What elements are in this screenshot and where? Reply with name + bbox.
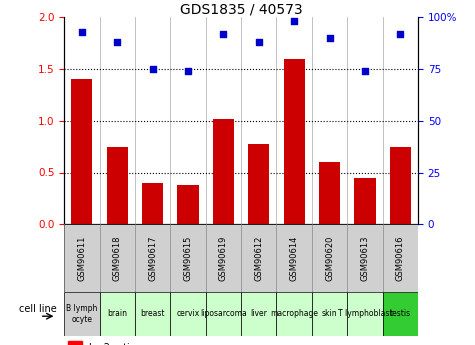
Text: GSM90619: GSM90619 bbox=[219, 235, 228, 280]
Bar bbox=[276, 292, 312, 336]
Point bbox=[78, 29, 86, 34]
Point bbox=[290, 19, 298, 24]
Text: liver: liver bbox=[250, 309, 267, 318]
Bar bbox=[142, 183, 163, 224]
Text: T lymphoblast: T lymphoblast bbox=[338, 309, 392, 318]
Text: brain: brain bbox=[107, 309, 127, 318]
Text: skin: skin bbox=[322, 309, 337, 318]
Text: B lymph
ocyte: B lymph ocyte bbox=[66, 304, 97, 324]
Text: cell line: cell line bbox=[19, 304, 57, 314]
Bar bbox=[106, 147, 128, 224]
Bar bbox=[354, 178, 376, 224]
Point bbox=[255, 39, 263, 45]
Bar bbox=[67, 341, 82, 345]
Point bbox=[149, 66, 156, 72]
Text: GSM90618: GSM90618 bbox=[113, 235, 122, 280]
Text: log2 ratio: log2 ratio bbox=[89, 343, 135, 345]
Text: GSM90612: GSM90612 bbox=[254, 235, 263, 280]
Bar bbox=[248, 144, 269, 224]
Bar bbox=[319, 162, 340, 224]
Bar bbox=[241, 292, 276, 336]
Text: GSM90616: GSM90616 bbox=[396, 235, 405, 280]
Point bbox=[184, 68, 192, 74]
Bar bbox=[64, 292, 100, 336]
Text: GSM90611: GSM90611 bbox=[77, 235, 86, 280]
Text: macrophage: macrophage bbox=[270, 309, 318, 318]
Text: breast: breast bbox=[140, 309, 165, 318]
Point bbox=[361, 68, 369, 74]
Point bbox=[397, 31, 404, 37]
Text: liposarcoma: liposarcoma bbox=[200, 309, 247, 318]
Bar bbox=[71, 79, 93, 224]
Bar bbox=[170, 292, 206, 336]
Text: GSM90615: GSM90615 bbox=[183, 235, 192, 280]
Text: testis: testis bbox=[390, 309, 411, 318]
Text: GSM90617: GSM90617 bbox=[148, 235, 157, 280]
Bar bbox=[390, 147, 411, 224]
Text: cervix: cervix bbox=[176, 309, 200, 318]
Bar bbox=[99, 292, 135, 336]
Point bbox=[326, 35, 333, 41]
Bar bbox=[284, 59, 305, 224]
Bar bbox=[206, 292, 241, 336]
Point bbox=[219, 31, 227, 37]
Title: GDS1835 / 40573: GDS1835 / 40573 bbox=[180, 2, 303, 16]
Bar bbox=[213, 119, 234, 224]
Bar bbox=[177, 185, 199, 224]
Text: GSM90614: GSM90614 bbox=[290, 235, 299, 280]
Bar bbox=[347, 292, 383, 336]
Text: GSM90613: GSM90613 bbox=[361, 235, 370, 280]
Point bbox=[114, 39, 121, 45]
Text: GSM90620: GSM90620 bbox=[325, 235, 334, 280]
Bar bbox=[135, 292, 171, 336]
Bar bbox=[312, 292, 347, 336]
Bar bbox=[383, 292, 418, 336]
